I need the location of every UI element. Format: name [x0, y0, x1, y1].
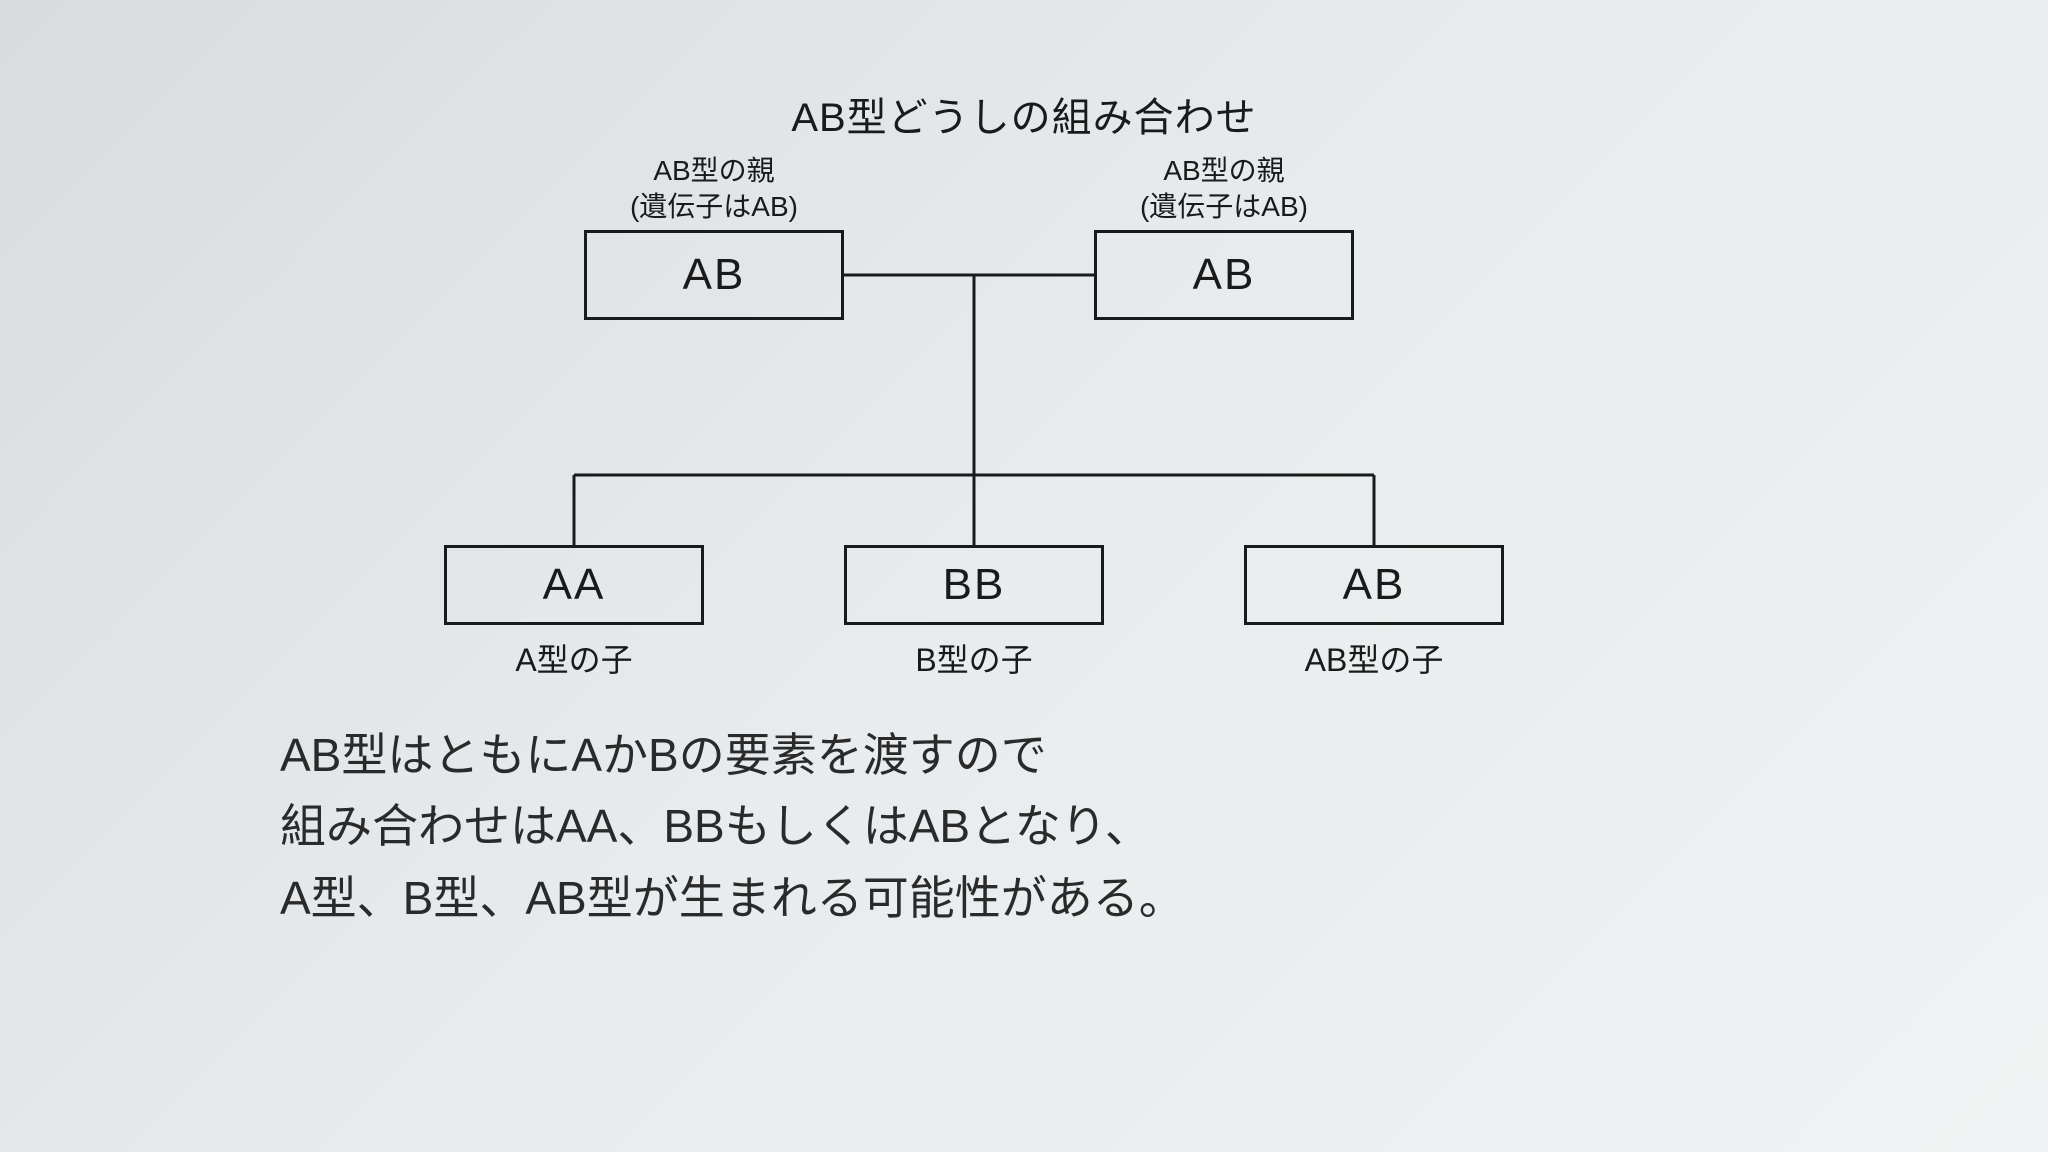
explanation-line3: A型、B型、AB型が生まれる可能性がある。: [280, 872, 1185, 924]
inheritance-diagram: AB型の親 (遺伝子はAB) AB型の親 (遺伝子はAB) AB AB AA: [474, 145, 1574, 665]
parent-right-label-line1: AB型の親: [1163, 155, 1284, 186]
parent-right-box-text: AB: [1193, 250, 1256, 300]
parent-right-label: AB型の親 (遺伝子はAB): [1094, 153, 1354, 226]
child-box-ab: AB: [1244, 545, 1504, 625]
child-box-aa-text: AA: [543, 560, 606, 610]
parent-left-box: AB: [584, 230, 844, 320]
child-box-bb-text: BB: [943, 560, 1006, 610]
child-box-bb: BB: [844, 545, 1104, 625]
diagram-title: AB型どうしの組み合わせ: [791, 85, 1256, 143]
explanation-line1: AB型はともにAかBの要素を渡すので: [280, 729, 1047, 781]
parent-right-label-line2: (遺伝子はAB): [1140, 191, 1308, 222]
child-label-ab: AB型の子: [1244, 635, 1504, 681]
child-box-ab-text: AB: [1343, 560, 1406, 610]
child-label-b: B型の子: [844, 635, 1104, 681]
parent-left-box-text: AB: [683, 250, 746, 300]
parent-left-label-line1: AB型の親: [653, 155, 774, 186]
child-box-aa: AA: [444, 545, 704, 625]
parent-right-box: AB: [1094, 230, 1354, 320]
parent-left-label-line2: (遺伝子はAB): [630, 191, 798, 222]
child-label-a: A型の子: [444, 635, 704, 681]
parent-left-label: AB型の親 (遺伝子はAB): [584, 153, 844, 226]
page: AB型どうしの組み合わせ AB型の親 (遺伝子はAB) AB型の親 (遺伝子はA…: [0, 0, 2048, 1152]
explanation-text: AB型はともにAかBの要素を渡すので 組み合わせはAA、BBもしくはABとなり、…: [280, 720, 1680, 934]
explanation-line2: 組み合わせはAA、BBもしくはABとなり、: [280, 800, 1151, 852]
